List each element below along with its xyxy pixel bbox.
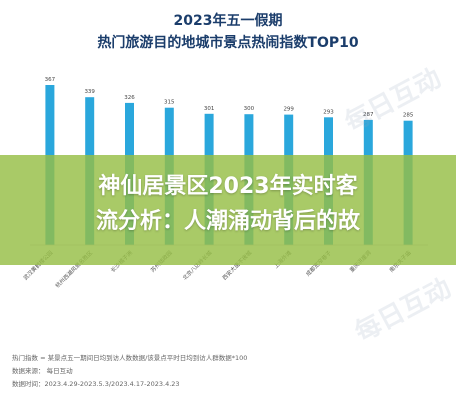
headline-line-2: 流分析：人潮涌动背后的故 [95,209,360,234]
note-period: 数据时间：2023.4.29-2023.5.3/2023.4.17-2023.4… [12,380,180,388]
bar-value-label: 326 [124,95,135,101]
chart-subtitle: 热门旅游目的地城市景点热闹指数TOP10 [97,35,359,51]
bar-value-label: 285 [403,113,414,119]
headline-banner [0,155,456,265]
bar-value-label: 300 [244,106,255,112]
bar-value-label: 339 [84,89,95,95]
bar-value-label: 301 [204,106,215,112]
note-formula: 热门指数 = 某景点五一期间日均到访人数数据/该景点平时日均到访人群数据*100 [12,354,248,362]
bar-value-label: 287 [363,112,374,118]
chart-title: 2023年五一假期 [173,13,283,29]
chart-notes: 热门指数 = 某景点五一期间日均到访人数数据/该景点平时日均到访人群数据*100… [12,352,452,391]
headline-line-1: 神仙居景区2023年实时客 [98,174,358,199]
bar-value-label: 315 [164,100,175,106]
bar-value-label: 367 [45,77,56,83]
bar-value-label: 293 [323,109,334,115]
note-source: 数据来源： 每日互动 [12,367,73,375]
bar-value-label: 299 [283,107,294,113]
